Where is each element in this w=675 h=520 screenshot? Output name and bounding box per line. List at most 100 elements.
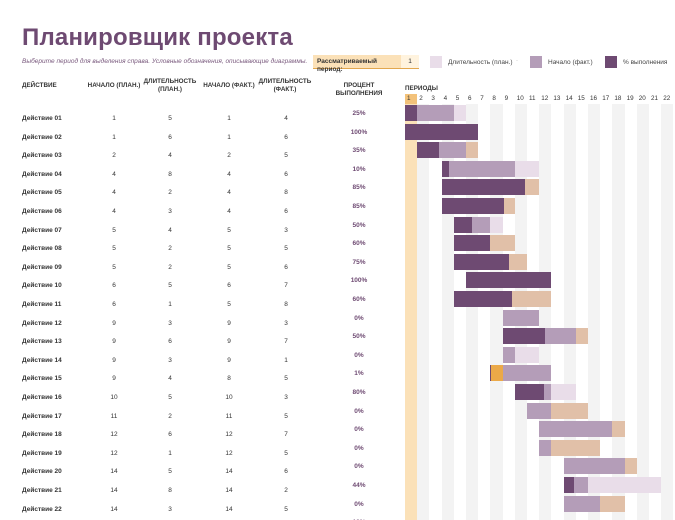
overrun-bar (600, 495, 625, 512)
activity-name: Действие 14 (22, 356, 62, 364)
gantt-chart (405, 104, 675, 520)
plan-start-cell: 12 (110, 431, 118, 439)
plan-start-cell: 4 (112, 170, 116, 178)
plan-duration-cell: 4 (168, 152, 172, 160)
plan-duration-cell: 5 (168, 282, 172, 290)
table-row[interactable]: Действие 13 9 6 9 7 50% (0, 331, 405, 350)
plan-start-cell: 1 (112, 115, 116, 122)
period-tick: 16 (590, 95, 598, 102)
percent-complete-bar (453, 253, 509, 270)
plan-start-cell: 5 (112, 245, 116, 253)
actual-start-cell: 9 (227, 356, 231, 364)
activity-name: Действие 21 (22, 487, 62, 494)
table-row[interactable]: Действие 01 1 5 1 4 25% (0, 108, 405, 127)
actual-duration-cell: 4 (284, 115, 288, 122)
activity-name: Действие 08 (22, 245, 62, 253)
table-row[interactable]: Действие 04 4 8 4 6 10% (0, 164, 405, 183)
percent-cell: 25% (352, 110, 366, 117)
plan-start-cell: 9 (112, 338, 116, 346)
actual-start-cell: 14 (225, 505, 233, 513)
page-subtitle: Выберите период для выделения справа. Ус… (22, 58, 308, 65)
percent-complete-bar (514, 384, 545, 400)
actual-duration-cell: 5 (284, 375, 288, 383)
period-selector-value[interactable]: 1 (401, 55, 419, 68)
table-row[interactable]: Действие 17 11 2 11 5 0% (0, 406, 405, 425)
overrun-bar (551, 439, 601, 456)
legend-plan-duration: Длительность (план.) (430, 55, 513, 69)
table-row[interactable]: Действие 22 14 3 14 5 0% (0, 499, 405, 518)
table-row[interactable]: Действие 18 12 6 12 7 0% (0, 424, 405, 443)
activity-name: Действие 07 (22, 226, 62, 234)
percent-cell: 85% (352, 184, 366, 192)
table-row[interactable]: Действие 14 9 3 9 1 0% (0, 350, 405, 369)
table-row[interactable]: Действие 09 5 2 5 6 75% (0, 257, 405, 276)
actual-duration-cell: 6 (284, 468, 288, 476)
column-header-actual-duration: ДЛИТЕЛЬНОСТЬ (ФАКТ.) (258, 78, 312, 93)
table-row[interactable]: Действие 21 14 8 14 2 44% (0, 480, 405, 499)
table-row[interactable]: Действие 11 6 1 5 8 60% (0, 294, 405, 313)
period-tick: 9 (504, 95, 509, 102)
percent-cell: 10% (352, 165, 366, 173)
percent-complete-bar (441, 198, 504, 214)
plan-start-cell: 2 (112, 152, 116, 160)
period-tick: 22 (663, 95, 671, 102)
plan-duration-cell: 5 (168, 394, 172, 401)
period-selector[interactable]: Рассматриваемый период: 1 (313, 55, 419, 73)
activity-name: Действие 06 (22, 208, 62, 215)
table-row[interactable]: Действие 15 9 4 8 5 1% (0, 368, 405, 387)
column-header-actual-start: НАЧАЛО (ФАКТ.) (203, 82, 255, 89)
plan-duration-cell: 6 (168, 133, 172, 141)
actual-duration-cell: 3 (284, 394, 288, 401)
percent-cell: 44% (352, 482, 366, 489)
plan-duration-cell: 3 (168, 505, 172, 513)
column-header-plan-duration: ДЛИТЕЛЬНОСТЬ (ПЛАН.) (143, 78, 197, 93)
table-row[interactable]: Действие 12 9 3 9 3 0% (0, 313, 405, 332)
table-row[interactable]: Действие 20 14 5 14 6 0% (0, 461, 405, 480)
plan-start-cell: 4 (112, 189, 116, 197)
activity-name: Действие 13 (22, 338, 62, 346)
percent-cell: 50% (352, 333, 366, 341)
percent-complete-bar (441, 179, 525, 196)
activity-name: Действие 16 (22, 394, 62, 401)
table-row[interactable]: Действие 19 12 1 12 5 0% (0, 443, 405, 462)
table-row[interactable]: Действие 07 5 4 5 3 50% (0, 220, 405, 239)
percent-cell: 0% (354, 407, 364, 415)
table-row[interactable]: Действие 08 5 2 5 5 60% (0, 238, 405, 257)
actual-bar (527, 402, 552, 419)
period-tick: 4 (443, 95, 448, 102)
activity-name: Действие 12 (22, 319, 62, 327)
percent-cell: 0% (354, 500, 364, 508)
plan-start-cell: 14 (110, 505, 118, 513)
percent-cell: 1% (354, 370, 364, 378)
actual-start-cell: 4 (227, 170, 231, 178)
actual-start-cell: 9 (227, 338, 231, 346)
plan-duration-cell: 6 (168, 338, 172, 346)
table-row[interactable]: Действие 05 4 2 4 8 85% (0, 182, 405, 201)
plan-start-cell: 14 (110, 487, 118, 494)
period-tick: 19 (626, 95, 634, 102)
actual-start-cell: 4 (227, 189, 231, 197)
activity-name: Действие 04 (22, 170, 62, 178)
activity-name: Действие 10 (22, 282, 62, 290)
percent-complete-bar (405, 105, 418, 121)
plan-duration-cell: 1 (168, 301, 172, 308)
table-row[interactable]: Действие 10 6 5 6 7 100% (0, 275, 405, 294)
table-row[interactable]: Действие 06 4 3 4 6 85% (0, 201, 405, 220)
plan-duration-cell: 8 (168, 170, 172, 178)
column-header-percent: ПРОЦЕНТ ВЫПОЛНЕНИЯ (335, 82, 383, 97)
table-row[interactable]: Действие 02 1 6 1 6 100% (0, 127, 405, 146)
activity-name: Действие 18 (22, 431, 62, 439)
period-tick: 2 (419, 95, 423, 102)
table-row[interactable]: Действие 16 10 5 10 3 80% (0, 387, 405, 406)
plan-start-cell: 9 (112, 375, 116, 383)
period-stripe (417, 104, 430, 520)
early-start-bar (490, 365, 503, 382)
actual-bar (563, 495, 601, 512)
legend-percent-complete: % выполнения (605, 55, 667, 69)
plan-start-cell: 14 (110, 468, 118, 476)
period-tick: 18 (614, 95, 622, 102)
activity-name: Действие 20 (22, 468, 62, 476)
table-row[interactable]: Действие 03 2 4 2 5 35% (0, 145, 405, 164)
actual-bar (441, 160, 515, 177)
plan-duration-cell: 3 (168, 356, 172, 364)
